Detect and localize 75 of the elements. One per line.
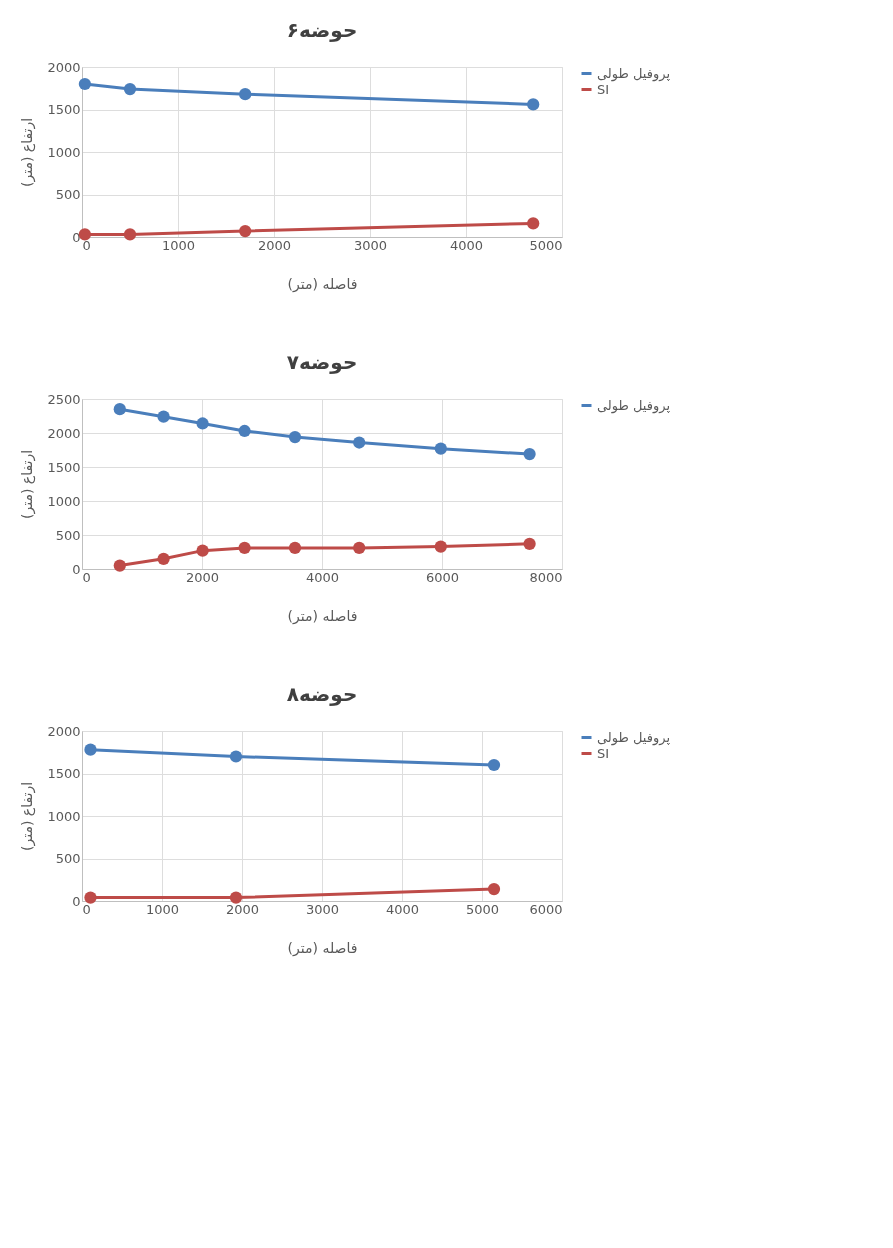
y-tick-label: 2500 xyxy=(47,391,81,407)
y-tick-label: 500 xyxy=(55,851,81,866)
x-tick-label: 3000 xyxy=(305,901,340,917)
x-tick-label: 2000 xyxy=(225,901,260,917)
y-tick-label: 2000 xyxy=(47,723,81,739)
point xyxy=(353,541,366,555)
point xyxy=(434,442,447,455)
point xyxy=(84,743,97,756)
point xyxy=(157,552,170,565)
point xyxy=(527,217,540,230)
x-tick-label: 1000 xyxy=(161,237,196,253)
point xyxy=(157,410,170,423)
y-tick-label: 1000 xyxy=(47,808,81,824)
point xyxy=(434,540,447,553)
point xyxy=(196,417,209,430)
x-axis-title: فاصله (متر) xyxy=(287,607,358,625)
point xyxy=(487,758,501,772)
point xyxy=(123,82,137,96)
point xyxy=(229,891,243,904)
x-tick-label: 3000 xyxy=(353,237,388,253)
y-tick-label: 2000 xyxy=(47,425,81,441)
chart-title: حوضه۷ xyxy=(286,350,358,374)
point xyxy=(78,228,91,241)
point xyxy=(239,224,252,238)
point xyxy=(196,544,209,557)
legend-label: پروفیل طولی xyxy=(597,397,671,414)
x-tick-label: 2000 xyxy=(257,237,292,253)
y-tick-label: 1500 xyxy=(47,766,81,781)
legend-label: SI xyxy=(597,81,610,97)
point xyxy=(523,537,536,550)
y-axis-title: ارتفاع (متر) xyxy=(19,781,37,852)
legend-label: پروفیل طولی xyxy=(597,65,671,82)
x-tick-label: 4000 xyxy=(385,901,420,917)
x-tick-label: 0 xyxy=(82,237,91,253)
point xyxy=(113,559,126,572)
point xyxy=(123,228,137,241)
point xyxy=(113,403,126,416)
point xyxy=(239,88,252,101)
point xyxy=(487,882,501,896)
point xyxy=(238,424,251,438)
x-tick-label: 6000 xyxy=(425,569,460,585)
chart-title: حوضه۸ xyxy=(286,682,358,706)
x-tick-label: 5000 xyxy=(529,237,563,253)
point xyxy=(238,541,251,555)
point xyxy=(84,891,97,904)
x-tick-label: 8000 xyxy=(529,569,563,585)
x-tick-label: 1000 xyxy=(145,901,180,917)
chart-title: حوضه۶ xyxy=(286,18,358,42)
y-axis-title: ارتفاع (متر) xyxy=(19,449,37,520)
y-tick-label: 2000 xyxy=(47,59,81,75)
point xyxy=(353,436,366,449)
x-tick-label: 4000 xyxy=(305,569,340,585)
y-axis-title: ارتفاع (متر) xyxy=(19,117,37,188)
y-tick-label: 1000 xyxy=(47,493,81,509)
point xyxy=(288,430,302,444)
x-tick-label: 5000 xyxy=(465,901,500,917)
point xyxy=(229,750,243,763)
point xyxy=(523,447,536,461)
y-tick-label: 1000 xyxy=(47,144,81,160)
y-tick-label: 500 xyxy=(55,187,81,202)
x-tick-label: 0 xyxy=(82,901,91,917)
x-axis-title: فاصله (متر) xyxy=(287,275,358,293)
y-tick-label: 1500 xyxy=(47,102,81,117)
y-tick-label: 1500 xyxy=(47,459,81,475)
x-tick-label: 4000 xyxy=(449,237,484,253)
y-tick-label: 500 xyxy=(55,527,81,543)
point xyxy=(78,77,91,91)
x-tick-label: 0 xyxy=(82,569,91,585)
point xyxy=(527,98,540,111)
x-tick-label: 2000 xyxy=(185,569,220,585)
legend-label: SI xyxy=(597,745,610,761)
point xyxy=(288,541,302,555)
x-tick-label: 6000 xyxy=(529,901,563,917)
legend-label: پروفیل طولی xyxy=(597,729,671,746)
x-axis-title: فاصله (متر) xyxy=(287,939,358,957)
